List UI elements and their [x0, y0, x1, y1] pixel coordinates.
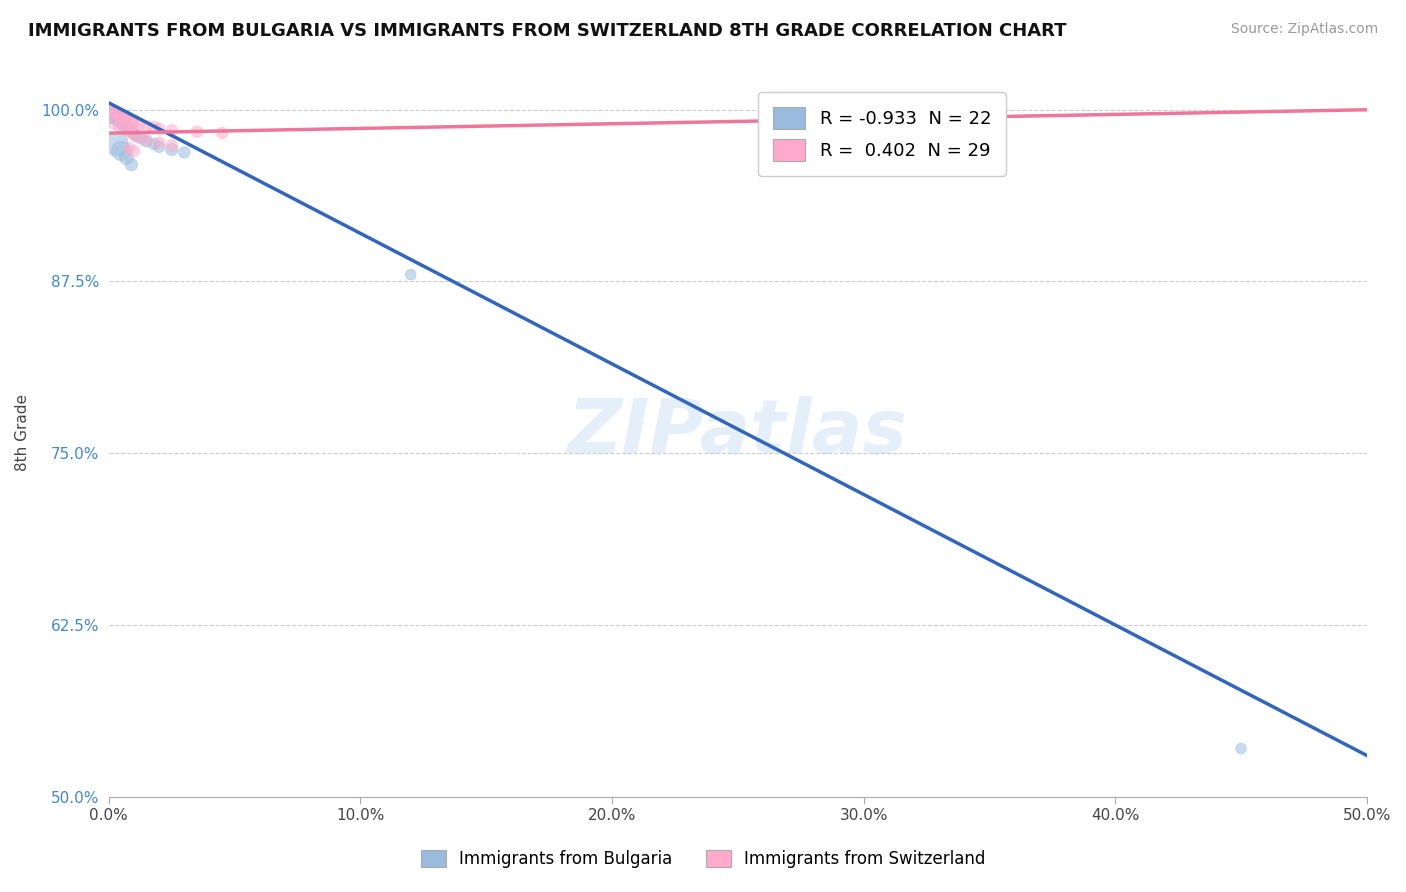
Text: IMMIGRANTS FROM BULGARIA VS IMMIGRANTS FROM SWITZERLAND 8TH GRADE CORRELATION CH: IMMIGRANTS FROM BULGARIA VS IMMIGRANTS F…: [28, 22, 1067, 40]
Point: [148, 122, 170, 136]
Point: [122, 128, 145, 142]
Point: [135, 120, 157, 134]
Point: [100, 107, 122, 121]
Point: [108, 112, 131, 127]
Y-axis label: 8th Grade: 8th Grade: [15, 394, 30, 471]
Point: [112, 118, 135, 132]
Point: [103, 116, 125, 130]
Point: [125, 128, 148, 143]
Point: [131, 131, 153, 145]
Point: [118, 141, 141, 155]
Point: [118, 125, 141, 139]
Point: [122, 144, 145, 158]
Point: [110, 115, 132, 129]
Point: [121, 158, 143, 172]
Point: [399, 268, 422, 282]
Point: [186, 125, 208, 139]
Point: [121, 115, 143, 129]
Point: [143, 120, 166, 135]
Point: [160, 123, 183, 137]
Point: [121, 123, 143, 137]
Point: [143, 137, 166, 152]
Point: [211, 126, 233, 140]
Legend: Immigrants from Bulgaria, Immigrants from Switzerland: Immigrants from Bulgaria, Immigrants fro…: [413, 843, 993, 875]
Point: [105, 110, 128, 124]
Point: [110, 144, 132, 158]
Point: [128, 118, 150, 132]
Point: [118, 113, 141, 128]
Point: [103, 108, 125, 122]
Point: [173, 145, 195, 160]
Text: Source: ZipAtlas.com: Source: ZipAtlas.com: [1230, 22, 1378, 37]
Point: [135, 134, 157, 148]
Point: [112, 122, 135, 136]
Point: [122, 116, 145, 130]
Point: [1230, 741, 1253, 756]
Point: [105, 107, 128, 121]
Point: [148, 136, 170, 150]
Point: [135, 133, 157, 147]
Point: [115, 151, 138, 165]
Point: [108, 120, 131, 134]
Point: [115, 120, 138, 135]
Point: [852, 103, 875, 117]
Point: [100, 104, 122, 119]
Point: [148, 140, 170, 154]
Legend: R = -0.933  N = 22, R =  0.402  N = 29: R = -0.933 N = 22, R = 0.402 N = 29: [758, 92, 1005, 176]
Point: [112, 111, 135, 125]
Point: [115, 112, 138, 127]
Text: ZIPatlas: ZIPatlas: [568, 396, 908, 469]
Point: [105, 137, 128, 152]
Point: [160, 138, 183, 153]
Point: [108, 108, 131, 122]
Point: [103, 105, 125, 120]
Point: [122, 126, 145, 140]
Point: [110, 110, 132, 124]
Point: [128, 130, 150, 145]
Point: [160, 143, 183, 157]
